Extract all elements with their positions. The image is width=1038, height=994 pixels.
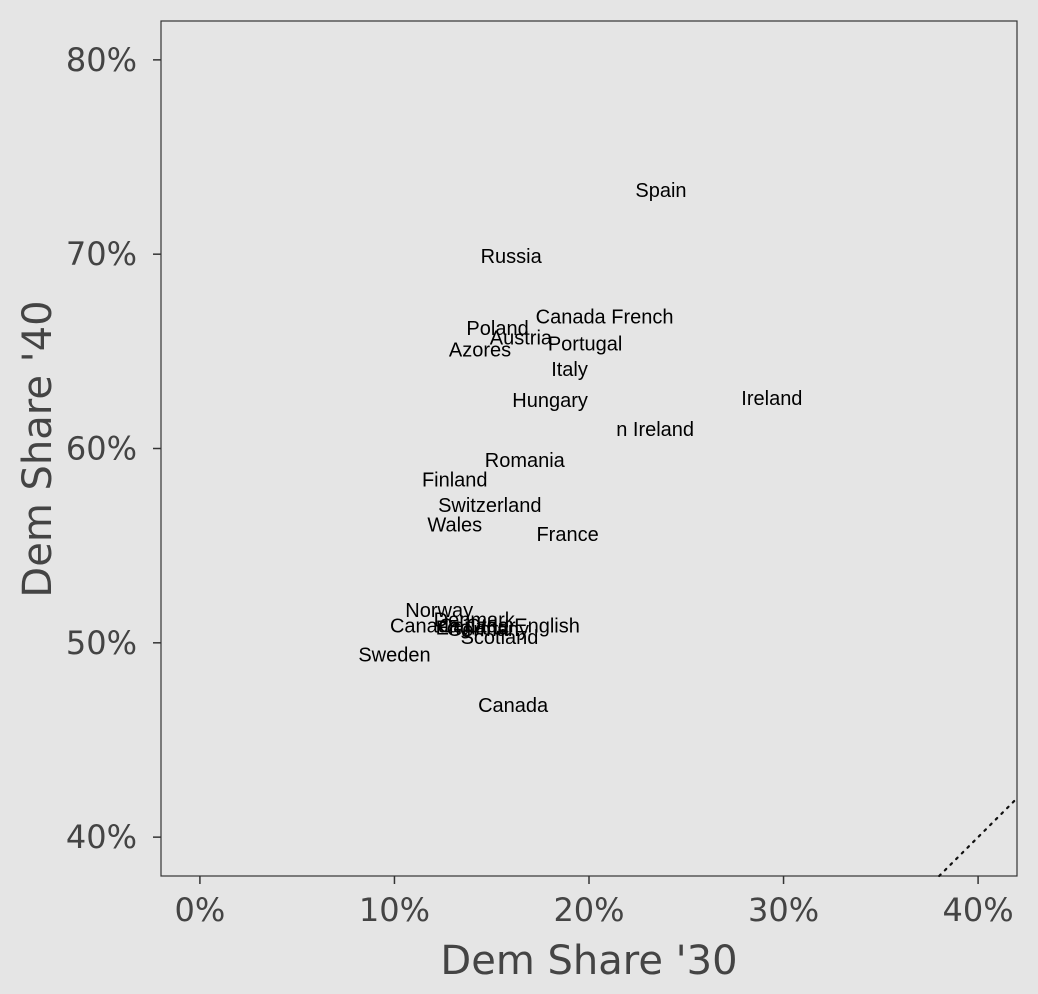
point-label: Sweden bbox=[358, 644, 430, 666]
point-label: Norway bbox=[405, 600, 473, 622]
point-label: Switzerland bbox=[438, 495, 541, 517]
x-tick-label: 10% bbox=[359, 891, 430, 929]
x-tick-label: 40% bbox=[943, 891, 1014, 929]
x-tick-label: 20% bbox=[553, 891, 624, 929]
point-label: Canada Other bbox=[390, 615, 516, 637]
point-label: Spain bbox=[635, 180, 686, 202]
reference-line-layer bbox=[938, 797, 1019, 878]
x-tick-label: 30% bbox=[748, 891, 819, 929]
point-label: Hungary bbox=[512, 390, 588, 412]
point-label: Azores bbox=[449, 339, 511, 361]
point-label: Canada English bbox=[439, 615, 580, 637]
point-label: Romania bbox=[485, 450, 566, 472]
y-tick-label: 40% bbox=[66, 818, 137, 856]
point-label: Poland bbox=[466, 318, 528, 340]
point-label: n Ireland bbox=[616, 419, 694, 441]
point-label: Germany bbox=[447, 619, 529, 641]
point-label: Italy bbox=[551, 359, 588, 381]
y-tick-label: 80% bbox=[66, 41, 137, 79]
plot-panel bbox=[160, 20, 1018, 877]
point-label: Denmark bbox=[434, 610, 516, 632]
point-label: France bbox=[536, 524, 598, 546]
point-label: Portugal bbox=[548, 334, 623, 356]
y-axis: 40% 50% 60% 70% 80% bbox=[66, 41, 161, 856]
reference-line bbox=[938, 797, 1019, 878]
point-label: Canada French bbox=[536, 306, 674, 328]
x-tick-label: 0% bbox=[175, 891, 226, 929]
point-label: Austria bbox=[490, 328, 553, 350]
y-tick-label: 50% bbox=[66, 624, 137, 662]
point-label: Finland bbox=[422, 470, 488, 492]
y-tick-label: 70% bbox=[66, 235, 137, 273]
point-label: Canada bbox=[478, 695, 549, 717]
point-label: Wales bbox=[427, 514, 482, 536]
point-label: England bbox=[436, 617, 509, 639]
x-axis: 0% 10% 20% 30% 40% bbox=[175, 876, 1014, 929]
point-label: Ireland bbox=[741, 388, 802, 410]
point-label: Russia bbox=[481, 246, 543, 268]
y-axis-title: Dem Share '40 bbox=[15, 300, 61, 597]
point-labels-layer: Spain Russia Canada French PolandAustriaPor… bbox=[358, 180, 802, 717]
point-label: Scotland bbox=[461, 627, 539, 649]
x-axis-title: Dem Share '30 bbox=[440, 938, 737, 984]
y-tick-label: 60% bbox=[66, 430, 137, 468]
